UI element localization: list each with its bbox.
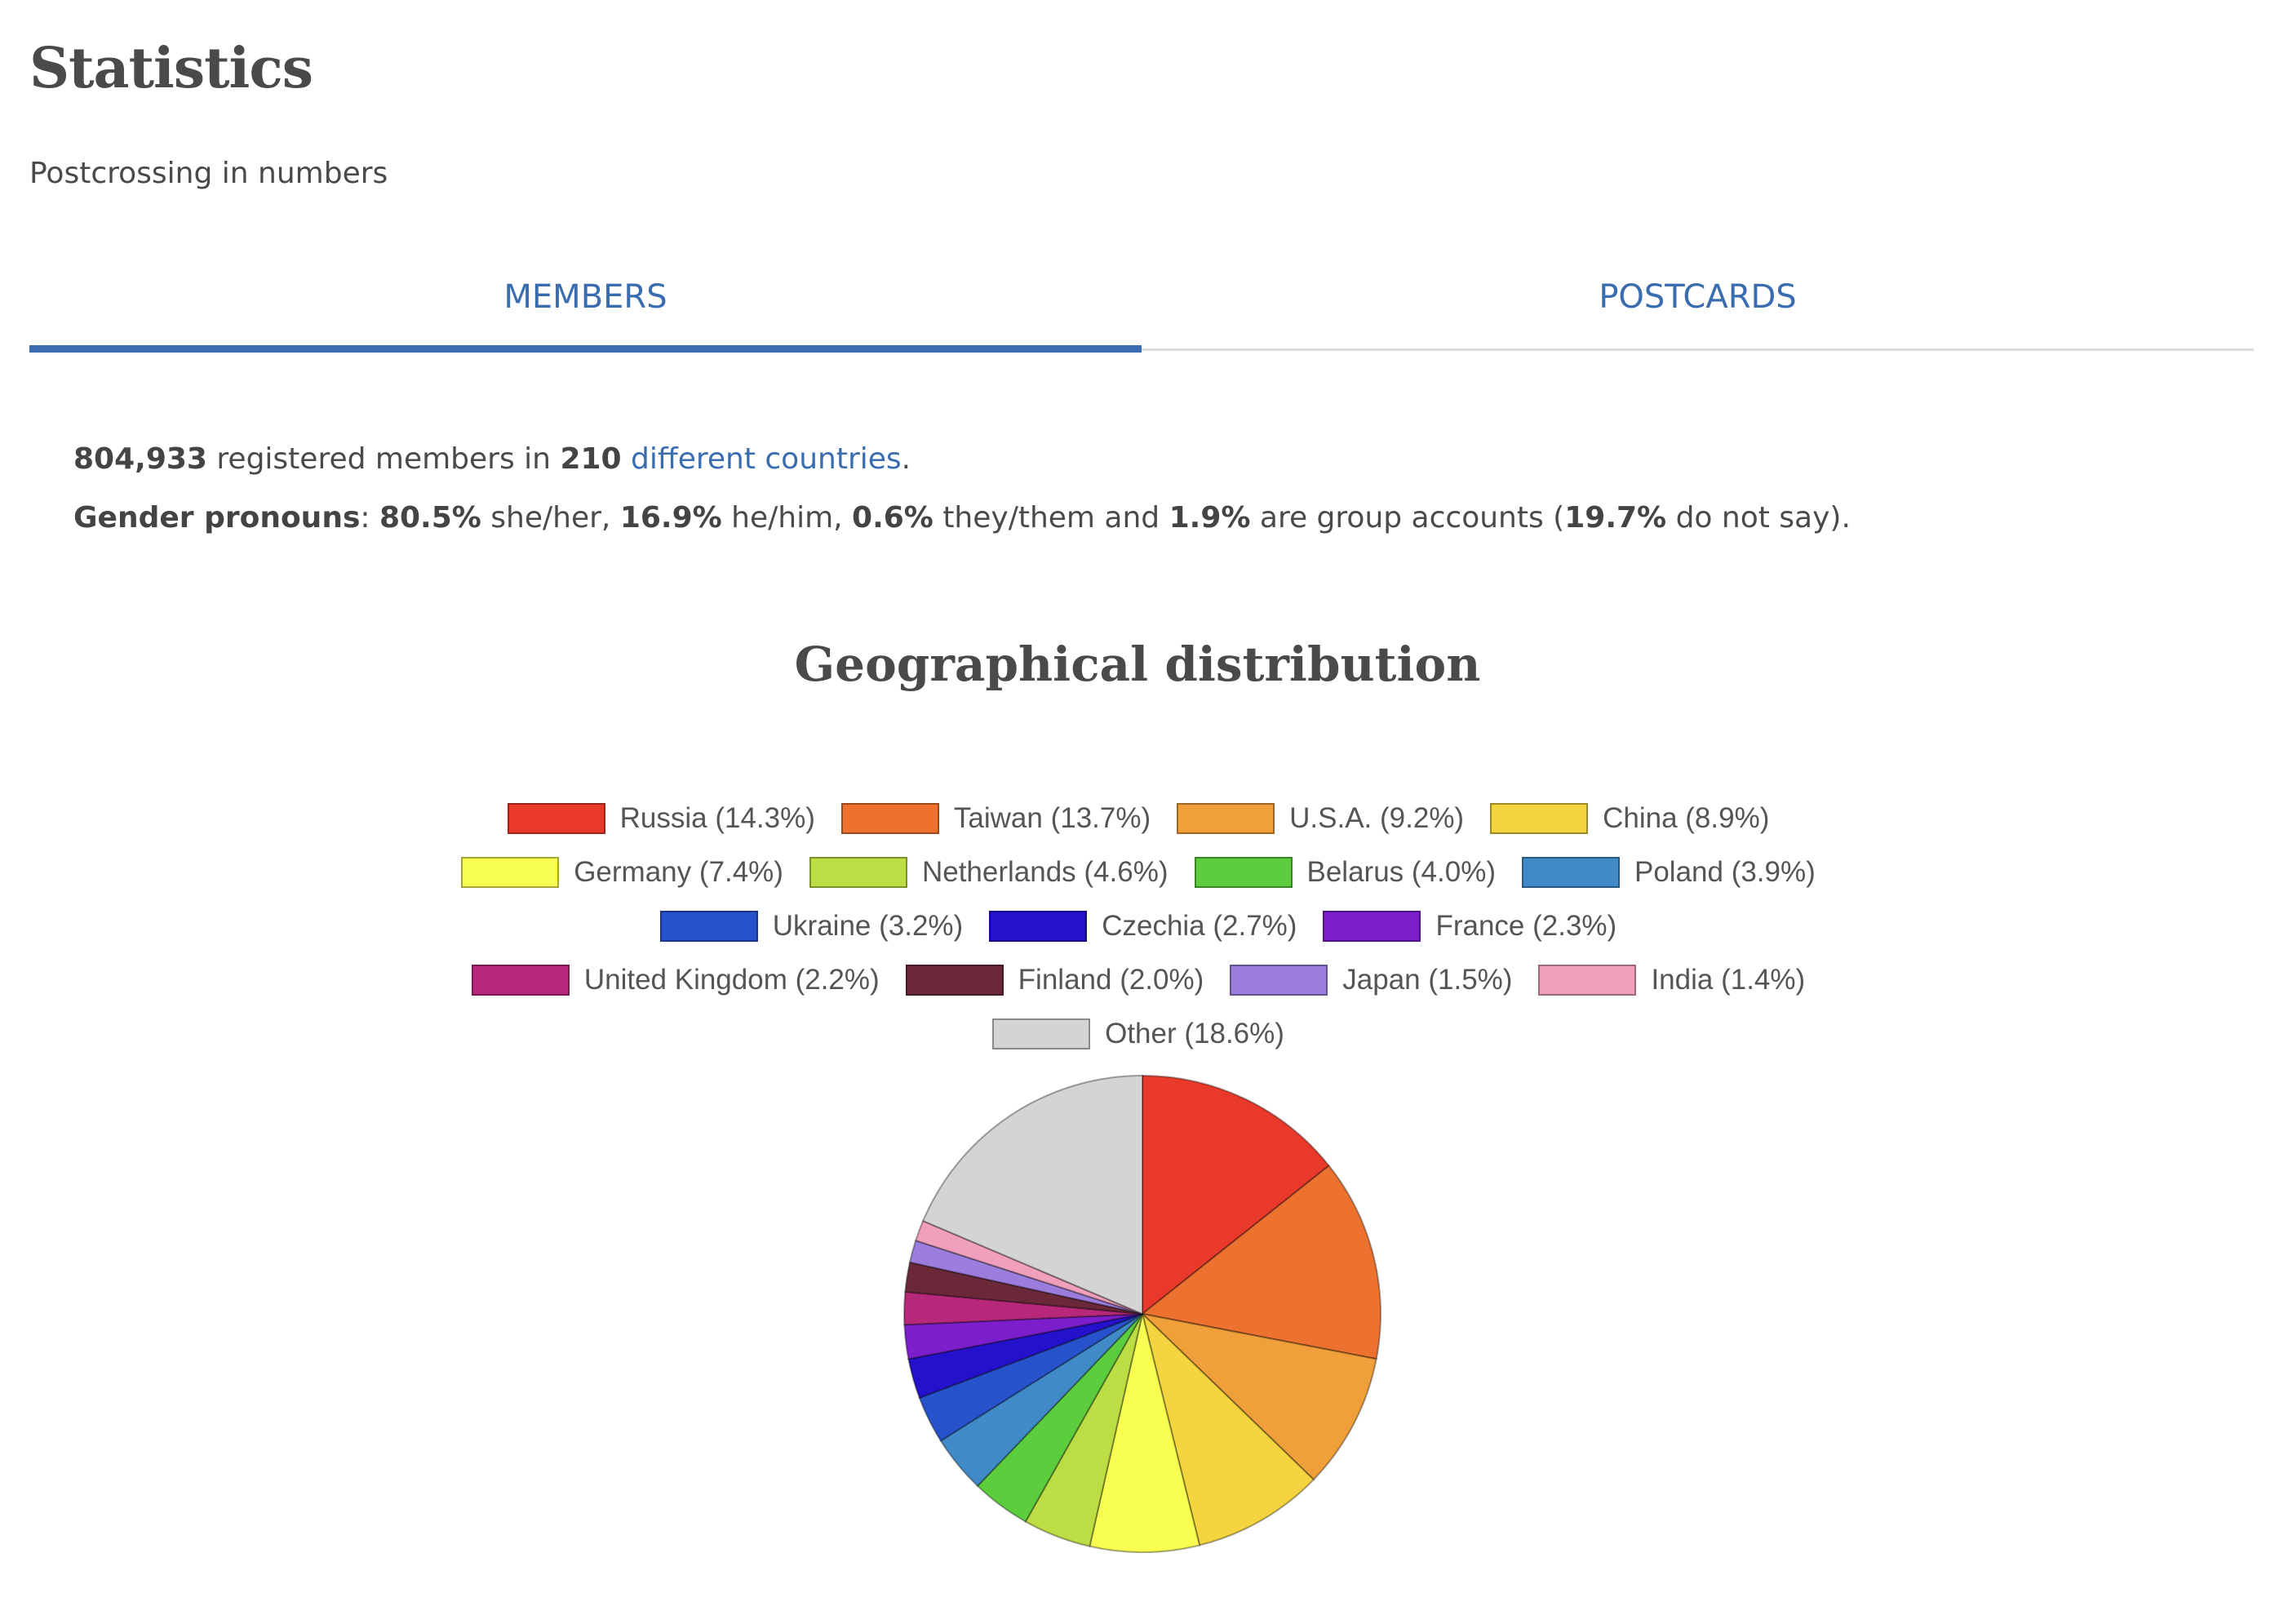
legend-swatch bbox=[471, 965, 570, 996]
legend-label: Taiwan (13.7%) bbox=[953, 802, 1151, 834]
legend-label: Belarus (4.0%) bbox=[1306, 856, 1496, 888]
legend-item[interactable]: Germany (7.4%) bbox=[461, 856, 783, 889]
legend-item[interactable]: Other (18.6%) bbox=[992, 1018, 1284, 1050]
tab-members[interactable]: MEMBERS bbox=[29, 245, 1142, 353]
members-summary: 804,933 registered members in 210 differ… bbox=[73, 442, 911, 476]
legend-swatch bbox=[905, 965, 1004, 996]
legend-row: Germany (7.4%) Netherlands (4.6%) Belarus … bbox=[326, 845, 1950, 899]
legend-label: United Kingdom (2.2%) bbox=[583, 964, 880, 996]
pie-slice-ukraine[interactable] bbox=[918, 1313, 1143, 1442]
pie-slice-czechia[interactable] bbox=[907, 1313, 1143, 1400]
legend-swatch bbox=[809, 857, 907, 888]
legend-label: Germany (7.4%) bbox=[574, 856, 783, 888]
legend-label: France (2.3%) bbox=[1435, 910, 1617, 942]
page-subtitle: Postcrossing in numbers bbox=[29, 157, 388, 190]
countries-text: different countries bbox=[621, 442, 902, 476]
they-pct: 0.6% bbox=[852, 501, 934, 535]
legend-swatch bbox=[992, 1018, 1091, 1049]
pie-slice-u-s-a[interactable] bbox=[1139, 1312, 1377, 1481]
countries-number: 210 bbox=[560, 442, 622, 476]
geo-title: Geographical distribution bbox=[794, 637, 1481, 692]
gender-pronouns: Gender pronouns: 80.5% she/her, 16.9% he… bbox=[73, 501, 1851, 535]
pie-slice-japan[interactable] bbox=[908, 1239, 1143, 1315]
legend-item[interactable]: Japan (1.5%) bbox=[1230, 964, 1512, 996]
legend-row: Other (18.6%) bbox=[326, 1007, 1950, 1061]
legend-item[interactable]: Russia (14.3%) bbox=[507, 802, 815, 835]
legend-swatch bbox=[1521, 857, 1620, 888]
legend-item[interactable]: United Kingdom (2.2%) bbox=[471, 964, 880, 996]
legend-swatch bbox=[1538, 965, 1637, 996]
legend-item[interactable]: Czechia (2.7%) bbox=[989, 910, 1297, 943]
legend-item[interactable]: U.S.A. (9.2%) bbox=[1177, 802, 1464, 835]
legend-item[interactable]: Ukraine (3.2%) bbox=[659, 910, 964, 943]
pie-slice-united-kingdom[interactable] bbox=[903, 1290, 1143, 1326]
chart-legend: Russia (14.3%) Taiwan (13.7%) U.S.A. (9.2%… bbox=[326, 792, 1950, 1061]
legend-row: United Kingdom (2.2%) Finland (2.0%) Japan… bbox=[326, 953, 1950, 1007]
legend-swatch bbox=[1194, 857, 1293, 888]
member-count: 804,933 bbox=[73, 442, 207, 476]
legend-label: China (8.9%) bbox=[1603, 802, 1770, 834]
legend-label: Russia (14.3%) bbox=[619, 802, 815, 834]
pie-slice-taiwan[interactable] bbox=[1140, 1164, 1381, 1360]
legend-item[interactable]: Taiwan (13.7%) bbox=[840, 802, 1151, 835]
she-text: she/her, bbox=[481, 501, 620, 535]
legend-label: Netherlands (4.6%) bbox=[921, 856, 1169, 888]
legend-item[interactable]: India (1.4%) bbox=[1538, 964, 1805, 996]
pie-slice-india[interactable] bbox=[914, 1219, 1143, 1315]
page-title: Statistics bbox=[29, 36, 313, 101]
legend-item[interactable]: Finland (2.0%) bbox=[905, 964, 1204, 996]
legend-label: India (1.4%) bbox=[1651, 964, 1806, 996]
legend-row: Russia (14.3%) Taiwan (13.7%) U.S.A. (9.2%… bbox=[326, 792, 1950, 845]
legend-item[interactable]: Poland (3.9%) bbox=[1521, 856, 1816, 889]
gender-label: Gender pronouns bbox=[73, 501, 361, 535]
legend-swatch bbox=[840, 803, 939, 834]
he-text: he/him, bbox=[721, 501, 853, 535]
pie-slice-russia[interactable] bbox=[1142, 1074, 1331, 1316]
legend-label: Japan (1.5%) bbox=[1342, 964, 1513, 996]
legend-item[interactable]: Belarus (4.0%) bbox=[1194, 856, 1496, 889]
pie-slice-poland[interactable] bbox=[939, 1313, 1143, 1488]
pie-slice-france[interactable] bbox=[903, 1313, 1143, 1360]
legend-item[interactable]: France (2.3%) bbox=[1323, 910, 1616, 943]
pie-slice-china[interactable] bbox=[1141, 1311, 1315, 1546]
legend-swatch bbox=[989, 911, 1088, 942]
they-text: they/them and bbox=[933, 501, 1169, 535]
legend-swatch bbox=[1490, 803, 1589, 834]
legend-label: Finland (2.0%) bbox=[1018, 964, 1204, 996]
pie-slice-netherlands[interactable] bbox=[1024, 1313, 1143, 1547]
pie-slice-other[interactable] bbox=[921, 1074, 1143, 1316]
legend-item[interactable]: Netherlands (4.6%) bbox=[809, 856, 1169, 889]
tab-postcards[interactable]: POSTCARDS bbox=[1599, 277, 1797, 316]
legend-swatch bbox=[507, 803, 605, 834]
pie-slice-finland[interactable] bbox=[904, 1261, 1143, 1315]
nosay-text: do not say). bbox=[1666, 501, 1851, 535]
pie-slice-germany[interactable] bbox=[1089, 1313, 1201, 1553]
legend-item[interactable]: China (8.9%) bbox=[1490, 802, 1769, 835]
legend-swatch bbox=[659, 911, 758, 942]
gender-colon: : bbox=[360, 501, 379, 535]
tab-bar: MEMBERS POSTCARDS bbox=[29, 245, 2254, 353]
legend-label: Other (18.6%) bbox=[1105, 1018, 1284, 1049]
countries-link[interactable]: 210 different countries bbox=[560, 442, 901, 476]
pie-slice-belarus[interactable] bbox=[976, 1313, 1143, 1523]
legend-label: Czechia (2.7%) bbox=[1102, 910, 1297, 942]
legend-label: Poland (3.9%) bbox=[1634, 856, 1816, 888]
legend-swatch bbox=[1323, 911, 1421, 942]
legend-label: Ukraine (3.2%) bbox=[772, 910, 964, 942]
pie-chart bbox=[903, 1074, 1381, 1553]
end-period: . bbox=[901, 442, 911, 476]
legend-swatch bbox=[1230, 965, 1328, 996]
he-pct: 16.9% bbox=[619, 501, 722, 535]
she-pct: 80.5% bbox=[379, 501, 481, 535]
legend-label: U.S.A. (9.2%) bbox=[1289, 802, 1465, 834]
group-text: are group accounts ( bbox=[1250, 501, 1565, 535]
legend-row: Ukraine (3.2%) Czechia (2.7%) France (2.3%… bbox=[326, 899, 1950, 953]
nosay-pct: 19.7% bbox=[1564, 501, 1667, 535]
legend-swatch bbox=[1177, 803, 1275, 834]
legend-swatch bbox=[461, 857, 560, 888]
registered-text: registered members in bbox=[206, 442, 561, 476]
group-pct: 1.9% bbox=[1169, 501, 1251, 535]
